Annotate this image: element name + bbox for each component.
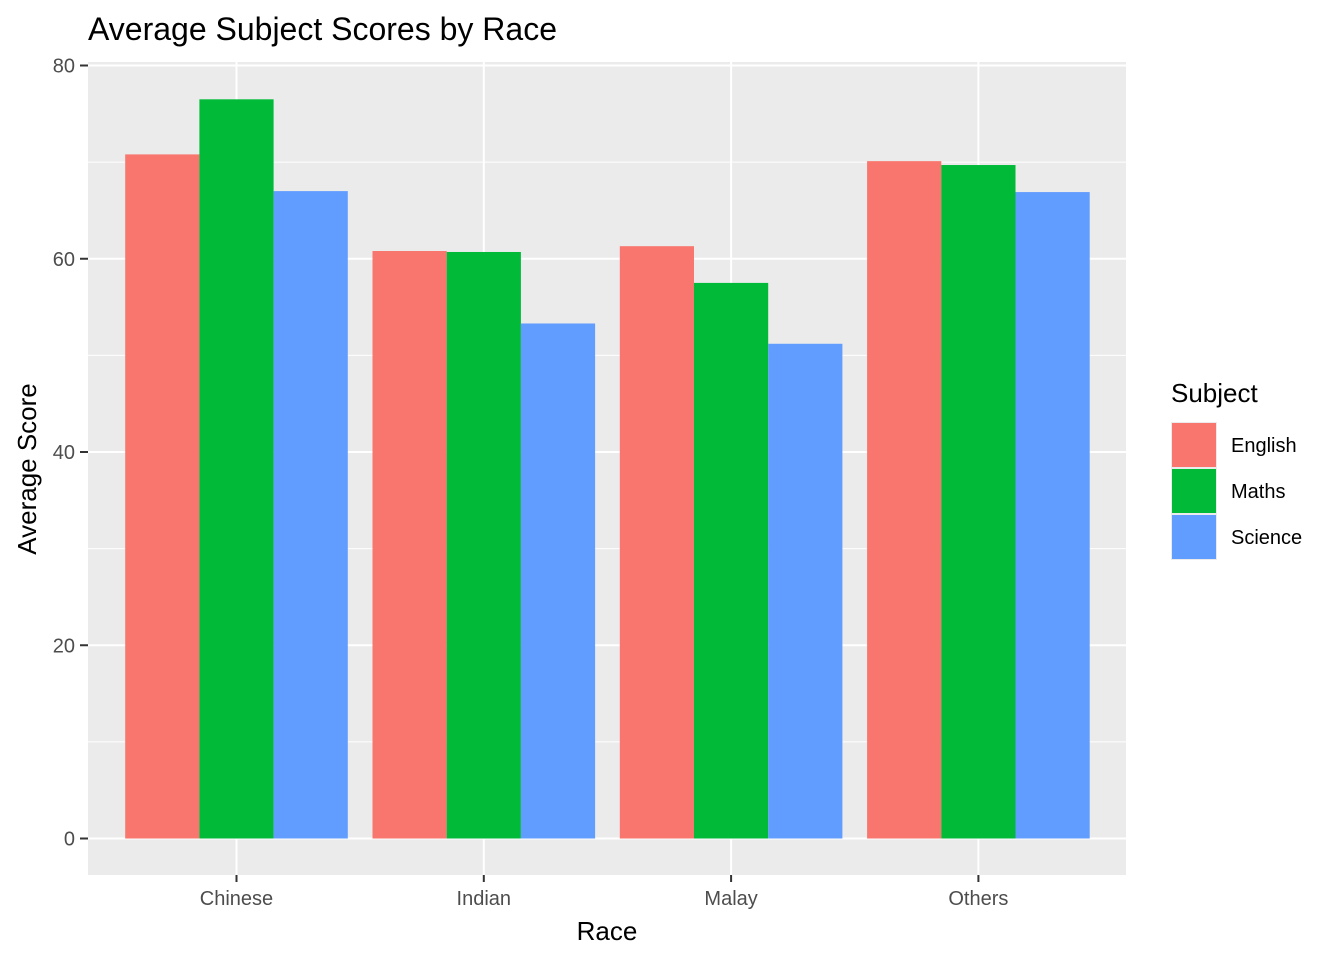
bar-english-malay <box>619 246 694 839</box>
legend-swatch-science <box>1172 515 1216 559</box>
bar-maths-malay <box>694 282 769 839</box>
legend-label-science: Science <box>1231 527 1302 549</box>
x-tick-label-indian: Indian <box>457 888 512 910</box>
legend-label-english: English <box>1231 435 1297 457</box>
y-tick-label: 80 <box>53 56 75 78</box>
legend-swatch-english <box>1172 423 1216 467</box>
y-tick-label: 40 <box>53 442 75 464</box>
x-tick-label-chinese: Chinese <box>200 888 273 910</box>
y-axis: 0 20 40 60 80 <box>53 56 88 851</box>
legend-title: Subject <box>1171 378 1258 408</box>
y-tick-label: 60 <box>53 249 75 271</box>
bar-english-others <box>867 161 942 839</box>
bar-maths-others <box>941 165 1016 839</box>
bar-english-chinese <box>125 154 200 839</box>
y-tick-label: 0 <box>64 829 75 851</box>
bar-science-chinese <box>273 191 348 839</box>
bar-english-indian <box>372 251 447 839</box>
y-tick-label: 20 <box>53 635 75 657</box>
y-axis-title: Average Score <box>12 383 42 555</box>
x-tick-label-malay: Malay <box>704 888 757 910</box>
bar-maths-indian <box>446 251 521 839</box>
legend: Subject English Maths Science <box>1171 378 1302 560</box>
x-tick-label-others: Others <box>948 888 1008 910</box>
legend-label-maths: Maths <box>1231 481 1285 503</box>
bar-science-others <box>1015 192 1090 839</box>
bar-maths-chinese <box>199 99 274 839</box>
x-axis-title: Race <box>577 916 638 946</box>
bar-science-malay <box>768 343 843 839</box>
legend-swatch-maths <box>1172 469 1216 513</box>
bar-science-indian <box>520 323 596 839</box>
x-axis: Chinese Indian Malay Others <box>200 875 1008 910</box>
chart-title: Average Subject Scores by Race <box>88 11 557 47</box>
bars <box>125 99 1090 839</box>
